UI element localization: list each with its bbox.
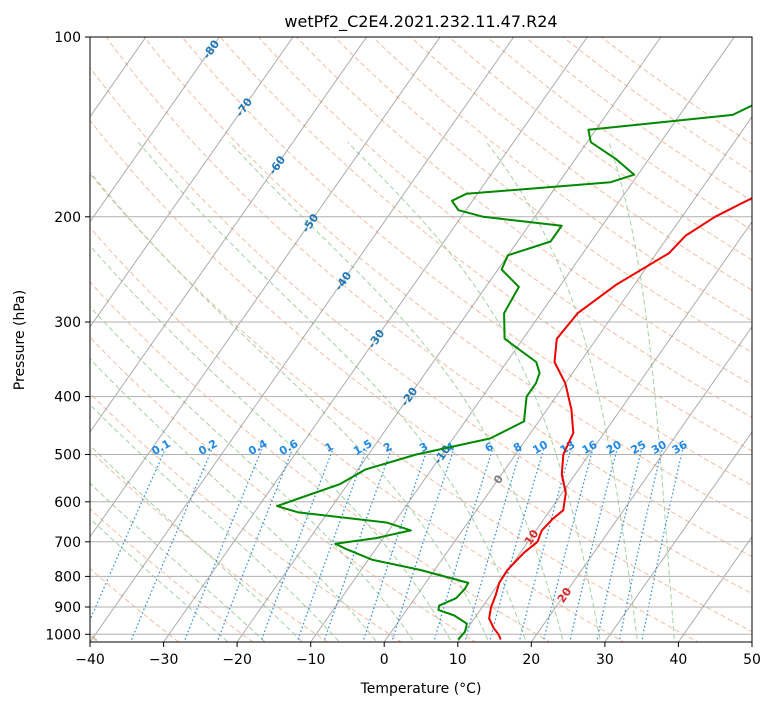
mixing-ratio-line — [296, 449, 368, 642]
mixing-ratio-line — [362, 449, 428, 642]
mixing-ratio-line — [129, 449, 213, 642]
x-tick-label: 10 — [449, 652, 467, 668]
mixing-ratio-line — [542, 449, 594, 642]
mixing-ratio-line — [433, 449, 494, 642]
isotherm-line — [236, 37, 662, 642]
y-axis-label: Pressure (hPa) — [12, 290, 28, 390]
dry-adiabat — [90, 119, 752, 633]
temperature-profile-line — [488, 196, 752, 640]
isotherm-line — [604, 431, 752, 642]
dry-adiabat — [143, 37, 752, 522]
y-tick-label: 1000 — [45, 627, 81, 643]
dry-adiabat — [90, 392, 403, 642]
y-tick-label: 800 — [54, 569, 81, 585]
x-tick-label: −10 — [296, 652, 326, 668]
dewpoint-profile-line — [276, 104, 752, 641]
isotherm-line — [90, 37, 147, 118]
x-axis-label: Temperature (°C) — [360, 681, 482, 697]
mixing-ratio-line — [618, 449, 663, 642]
x-tick-label: −30 — [149, 652, 179, 668]
mixing-ratio-line — [596, 449, 643, 642]
y-tick-label: 200 — [54, 210, 81, 226]
isotherm-line — [90, 37, 515, 642]
y-tick-label: 400 — [54, 390, 81, 406]
x-tick-label: 20 — [522, 652, 540, 668]
isotherm-line — [90, 37, 294, 328]
isotherm-line — [383, 115, 752, 642]
mixing-ratio-line — [464, 449, 522, 642]
dry-adiabat — [181, 37, 752, 487]
dry-adiabat — [90, 336, 477, 642]
mixing-ratio-line — [183, 449, 263, 642]
dry-adiabat — [90, 567, 180, 642]
x-tick-label: 0 — [380, 652, 389, 668]
x-tick-label: −40 — [75, 652, 105, 668]
isotherm-line — [90, 37, 220, 223]
dry-adiabat — [90, 281, 551, 642]
chart-title: wetPf2_C2E4.2021.232.11.47.R24 — [284, 12, 557, 32]
x-tick-label: 40 — [669, 652, 687, 668]
y-tick-label: 500 — [54, 448, 81, 464]
mixing-ratio-line — [569, 449, 618, 642]
dry-adiabat — [257, 37, 752, 419]
mixing-ratio-line — [323, 449, 392, 642]
mixing-ratio-line — [488, 449, 545, 642]
dry-adiabat — [90, 66, 752, 595]
dry-adiabat — [295, 37, 752, 386]
dry-adiabat — [105, 37, 752, 558]
y-tick-label: 700 — [54, 535, 81, 551]
plot-frame — [89, 36, 753, 643]
mixing-ratio-line — [518, 449, 572, 642]
axes: −40 −30 −20 −10 0 10 20 30 40 50 100 200 300 400 500 60… — [45, 30, 761, 668]
y-tick-label: 300 — [54, 315, 81, 331]
isotherm-line — [457, 220, 752, 642]
background-lines — [90, 37, 752, 642]
x-tick-label: 30 — [596, 652, 614, 668]
profile-lines — [276, 104, 752, 641]
isotherm-line — [530, 325, 752, 642]
y-tick-label: 100 — [54, 30, 81, 46]
mixing-ratio-line — [641, 449, 684, 642]
isotherm-line — [90, 37, 368, 433]
dry-adiabat — [90, 226, 625, 642]
y-tick-label: 600 — [54, 495, 81, 511]
dry-adiabat — [90, 173, 700, 642]
y-tick-label: 900 — [54, 600, 81, 616]
x-tick-label: 50 — [743, 652, 761, 668]
dry-adiabat — [410, 37, 752, 291]
x-tick-label: −20 — [222, 652, 252, 668]
isotherm-line — [163, 37, 588, 642]
